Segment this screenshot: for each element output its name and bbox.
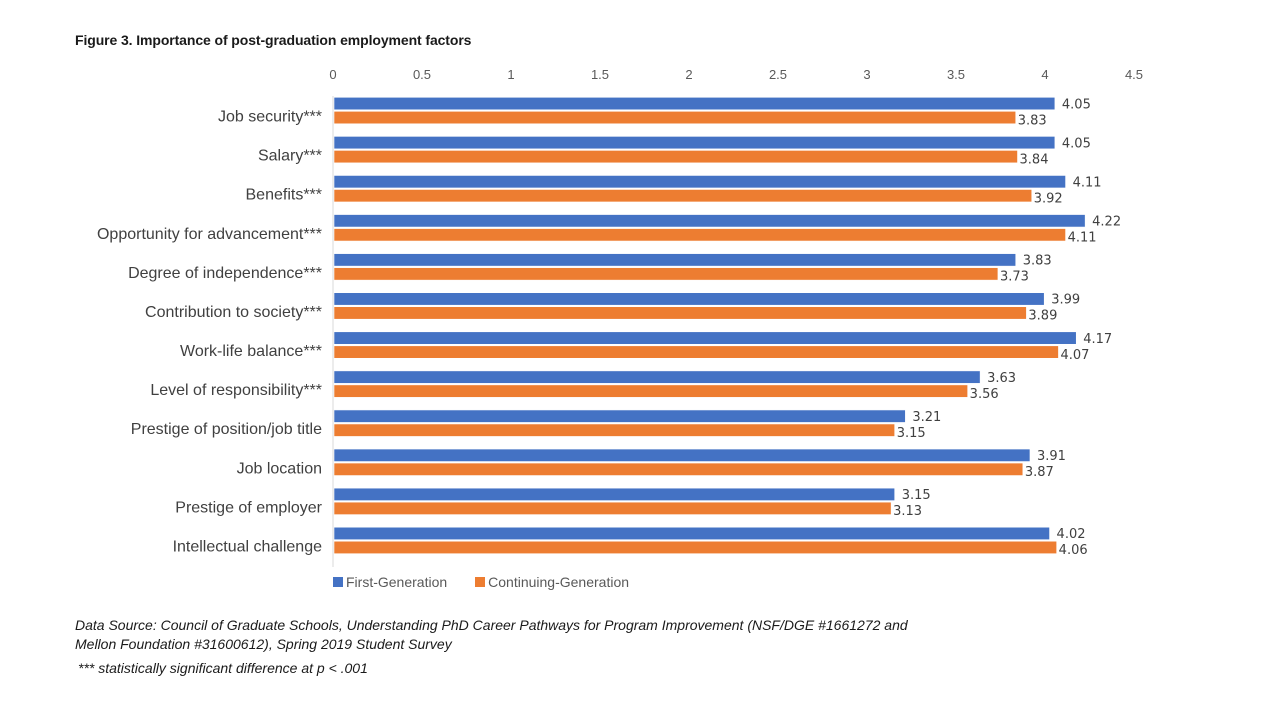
data-label: 3.15: [897, 426, 926, 441]
bar-continuing-generation: [333, 228, 1066, 242]
x-tick-label: 3.5: [947, 67, 965, 82]
bar-continuing-generation: [333, 110, 1017, 125]
bar-continuing-generation: [333, 540, 1057, 555]
category-label: Salary***: [258, 148, 322, 165]
bar-continuing-generation: [333, 423, 896, 437]
data-label: 3.92: [1034, 191, 1063, 206]
data-label: 3.63: [987, 371, 1016, 386]
data-label: 3.99: [1051, 293, 1080, 308]
category-label: Job location: [237, 460, 322, 477]
data-label: 3.83: [1018, 113, 1047, 128]
category-label: Prestige of position/job title: [131, 421, 322, 438]
bar-continuing-generation: [333, 267, 999, 281]
x-tick-label: 4: [1041, 67, 1048, 82]
category-label: Benefits***: [246, 187, 323, 204]
x-tick-label: 2: [685, 67, 692, 82]
x-tick-label: 1: [507, 67, 514, 82]
legend: First-Generation Continuing-Generation: [333, 574, 629, 590]
bar-continuing-generation: [333, 501, 892, 515]
legend-item-continuing-generation: Continuing-Generation: [475, 574, 629, 590]
category-label: Level of responsibility***: [150, 382, 322, 399]
category-label: Contribution to society***: [145, 304, 322, 321]
x-tick-label: 2.5: [769, 67, 787, 82]
chart-title: Figure 3. Importance of post-graduation …: [75, 32, 472, 48]
data-label: 4.17: [1083, 332, 1112, 347]
bar-first-generation: [333, 253, 1017, 267]
bar-continuing-generation: [333, 345, 1059, 359]
bar-first-generation: [333, 96, 1056, 111]
legend-swatch-continuing-generation: [475, 577, 486, 587]
bar-continuing-generation: [333, 189, 1033, 203]
legend-swatch-first-generation: [333, 577, 343, 587]
data-label: 3.21: [912, 410, 941, 425]
data-label: 3.13: [893, 504, 922, 519]
bar-first-generation: [333, 331, 1077, 345]
bar-continuing-generation: [333, 150, 1018, 164]
category-label: Intellectual challenge: [173, 538, 323, 555]
x-tick-label: 1.5: [591, 67, 609, 82]
data-label: 4.22: [1092, 215, 1121, 230]
data-label: 3.73: [1000, 270, 1029, 285]
data-label: 3.84: [1020, 152, 1049, 167]
category-label: Opportunity for advancement***: [97, 226, 322, 243]
bar-first-generation: [333, 487, 896, 501]
bar-first-generation: [333, 292, 1045, 306]
legend-label: First-Generation: [346, 574, 448, 590]
bar-chart: 0 0.5 1 1.5 2 2.5 3 3.5 4 4.5 Job security*** 4.05 3…: [97, 67, 1143, 567]
data-label: 3.89: [1028, 309, 1057, 324]
data-source-note: Data Source: Council of Graduate Schools…: [75, 617, 908, 652]
bar-continuing-generation: [333, 384, 968, 398]
data-label: 4.06: [1059, 543, 1088, 558]
data-label: 4.11: [1068, 231, 1097, 246]
category-label: Degree of independence***: [128, 265, 322, 282]
x-tick-label: 0: [329, 67, 336, 82]
significance-note: *** statistically significant difference…: [78, 660, 368, 676]
category-label: Job security***: [218, 109, 322, 126]
data-label: 3.83: [1023, 254, 1052, 269]
bar-first-generation: [333, 370, 981, 384]
data-label: 4.02: [1057, 527, 1086, 542]
x-tick-label: 0.5: [413, 67, 431, 82]
legend-item-first-generation: First-Generation: [333, 574, 447, 590]
category-label: Prestige of employer: [175, 499, 322, 516]
bar-continuing-generation: [333, 306, 1027, 320]
bar-first-generation: [333, 448, 1031, 462]
data-label: 3.56: [970, 387, 999, 402]
data-label: 4.07: [1060, 348, 1089, 363]
bar-first-generation: [333, 214, 1086, 228]
legend-label: Continuing-Generation: [488, 574, 630, 590]
data-label: 3.15: [902, 488, 931, 503]
data-label: 3.87: [1025, 465, 1054, 480]
category-label: Work-life balance***: [180, 343, 322, 360]
bar-first-generation: [333, 175, 1066, 189]
x-tick-label: 3: [863, 67, 870, 82]
data-label: 4.11: [1073, 175, 1102, 190]
x-tick-label: 4.5: [1125, 67, 1143, 82]
bar-first-generation: [333, 409, 906, 423]
bar-continuing-generation: [333, 462, 1024, 476]
data-label: 4.05: [1062, 136, 1091, 151]
data-label: 4.05: [1062, 97, 1091, 112]
data-label: 3.91: [1037, 449, 1066, 464]
bar-first-generation: [333, 136, 1056, 150]
bar-first-generation: [333, 526, 1050, 541]
